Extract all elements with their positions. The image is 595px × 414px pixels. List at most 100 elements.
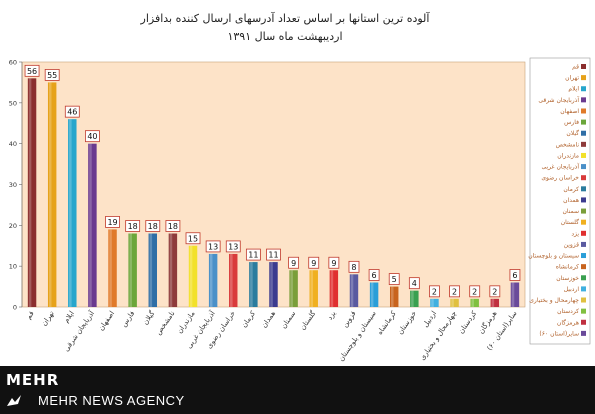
legend-label: همدان (563, 197, 579, 204)
bar (68, 119, 77, 308)
bar (249, 262, 258, 307)
legend-swatch (581, 97, 586, 103)
bar-highlight (69, 119, 72, 308)
data-label-box (328, 256, 340, 269)
data-label: 56 (27, 67, 37, 76)
y-tick-label: 30 (9, 181, 17, 189)
bar (470, 298, 479, 307)
data-label: 2 (492, 287, 497, 296)
x-tick-label: اصفهان (97, 310, 116, 333)
legend-label: قم (572, 64, 579, 71)
bar-highlight (290, 270, 293, 307)
x-tick-label: هرمزگان (476, 309, 498, 336)
data-label: 11 (248, 251, 258, 260)
bar (229, 253, 238, 307)
bar (188, 245, 198, 307)
legend-label: گلستان (561, 218, 579, 226)
legend-label: کرمان (563, 186, 579, 193)
agency-name: MEHR NEWS AGENCY (38, 393, 185, 408)
bar (329, 270, 339, 307)
chart-subtitle: اردیبهشت ماه سال ۱۳۹۱ (227, 30, 343, 43)
bar-highlight (451, 298, 454, 307)
legend-label: تهران (565, 75, 579, 82)
x-tick-label: نامشخص (154, 310, 176, 337)
data-label: 19 (107, 218, 117, 227)
bar (490, 298, 500, 307)
legend-box (529, 57, 591, 345)
data-label-box (368, 269, 380, 281)
y-tick-label: 60 (9, 59, 17, 67)
data-label: 9 (311, 259, 316, 268)
legend-swatch (581, 130, 586, 136)
data-label-box (509, 269, 521, 281)
legend-label: سمنان (562, 208, 579, 215)
legend-label: سیستان و بلوچستان (528, 253, 579, 260)
legend-label: ایلام (568, 86, 579, 93)
bar-highlight (471, 298, 475, 307)
y-tick-label: 20 (9, 222, 17, 230)
data-label-box (85, 130, 100, 143)
data-label: 15 (188, 234, 198, 243)
x-tick-label: چهارمحال و بختیاری (418, 310, 458, 362)
legend-label: یزد (571, 230, 579, 237)
y-tick-label: 10 (9, 263, 17, 271)
legend-swatch (581, 186, 586, 192)
data-label-box (64, 105, 80, 118)
y-tick-label: 0 (13, 304, 17, 312)
data-label-box (429, 285, 440, 298)
data-label-box (288, 256, 300, 269)
legend-swatch (581, 275, 586, 281)
legend-swatch (581, 197, 586, 203)
legend-swatch (581, 297, 586, 303)
legend-swatch (581, 152, 586, 158)
bar (168, 233, 178, 307)
legend-swatch (581, 286, 586, 292)
bar (27, 78, 37, 307)
legend-label: آذربایجان غربی (541, 162, 579, 171)
bar (410, 290, 419, 307)
legend-swatch (581, 175, 586, 181)
bar-highlight (270, 262, 273, 307)
legend-label: آذربایجان شرقی (538, 95, 579, 104)
data-label-box (308, 256, 320, 269)
x-tick-label: سیستان و بلوچستان (337, 309, 378, 362)
data-label-box (105, 216, 120, 228)
data-label-box (44, 69, 60, 81)
x-tick-label: کرمانشاه (376, 309, 398, 336)
data-label: 40 (87, 132, 97, 141)
legend-swatch (581, 64, 586, 69)
bar-highlight (310, 270, 314, 307)
bar (269, 262, 278, 307)
data-label: 55 (47, 71, 57, 80)
data-label-box (24, 64, 40, 77)
bar (349, 274, 359, 307)
bar-highlight (350, 274, 354, 307)
bar-highlight (48, 82, 52, 308)
legend-label: (استان ۶۰)سایر (539, 330, 579, 337)
legend-label: گیلان (566, 129, 579, 137)
legend-swatch (581, 119, 586, 125)
bar (389, 286, 399, 307)
bar (47, 82, 57, 308)
data-label-box (469, 285, 481, 298)
legend-label: خراسان رضوی (541, 175, 579, 182)
x-tick-label: کردستان (457, 309, 479, 335)
bar-highlight (209, 253, 213, 307)
bar-highlight (330, 270, 334, 307)
data-label: 18 (148, 222, 158, 231)
bar (148, 233, 158, 307)
x-tick-label: قم (25, 310, 36, 321)
data-label-box (225, 240, 241, 253)
x-tick-label: یزد (326, 310, 338, 322)
legend-label: هرمزگان (557, 318, 579, 326)
legend-label: چهارمحال و بختیاری (529, 297, 579, 304)
data-label: 5 (392, 275, 397, 284)
data-label-box (408, 277, 420, 290)
bar-highlight (511, 282, 515, 307)
bar-highlight (411, 290, 414, 307)
x-tick-label: اردبیل (421, 310, 438, 329)
legend-label: مازندران (557, 152, 579, 159)
legend-swatch (581, 164, 586, 170)
legend-swatch (581, 308, 586, 314)
bar (128, 233, 137, 307)
